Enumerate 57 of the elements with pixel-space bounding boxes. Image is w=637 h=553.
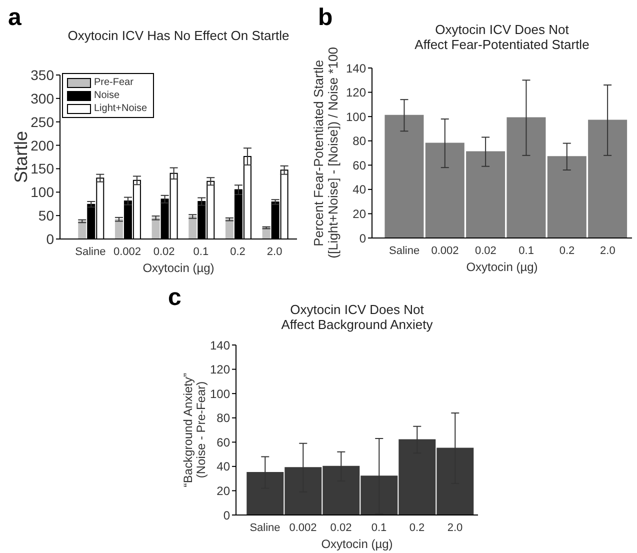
- x-axis-title: Oxytocin (µg): [320, 537, 394, 551]
- y-tick-label: 40: [216, 460, 230, 474]
- text: b: [318, 4, 333, 32]
- y-tick-label: 300: [30, 90, 54, 106]
- y-tick-label: 140: [210, 338, 230, 352]
- chart-title: Oxytocin ICV Does Not Affect Background Anxiety: [280, 302, 434, 332]
- text: a: [8, 4, 22, 32]
- x-tick-label: Saline: [389, 244, 420, 257]
- y-tick-label: 80: [216, 411, 230, 426]
- y-tick-label: 40: [352, 182, 366, 197]
- y-tick-label: 100: [30, 184, 54, 200]
- x-axis-title: Oxytocin (µg): [142, 261, 216, 275]
- y-tick-label: 80: [352, 134, 366, 148]
- y-tick-label: 50: [38, 208, 54, 224]
- y-tick-label: 100: [210, 386, 230, 401]
- x-tick-label: 0.1: [518, 244, 534, 257]
- chart-title: Oxytocin ICV Does Not Affect Fear-Potentiated Startle: [414, 22, 590, 52]
- y-axis-title: Percent Fear-Potentiated Startle ([Light+Noise] - [Noise]) / Noise *100: [311, 47, 341, 259]
- x-tick-label: 0.02: [330, 522, 352, 534]
- text: c: [168, 284, 182, 312]
- chart-title: Oxytocin ICV Has No Effect On Startle: [66, 28, 290, 43]
- x-tick-label: 0.002: [431, 244, 459, 257]
- y-tick-label: 250: [30, 114, 54, 130]
- y-tick-label: 60: [352, 158, 366, 172]
- legend-label: Light+Noise: [94, 103, 148, 114]
- y-tick-label: 0: [46, 230, 54, 247]
- x-tick-label: 0.02: [474, 244, 496, 257]
- x-tick-label: 0.002: [289, 522, 317, 534]
- x-tick-label: 2.0: [447, 522, 463, 534]
- y-tick-label: 150: [30, 160, 54, 177]
- y-tick-label: 120: [346, 86, 366, 100]
- x-tick-label: 0.2: [230, 246, 246, 258]
- x-tick-label: 0.2: [559, 244, 575, 257]
- y-tick-label: 20: [352, 206, 366, 221]
- x-tick-label: 0.02: [153, 246, 175, 258]
- y-axis-title: Startle: [11, 130, 31, 184]
- x-tick-label: 0.1: [193, 246, 209, 258]
- x-tick-label: 2.0: [266, 246, 282, 258]
- x-tick-label: 2.0: [600, 244, 616, 257]
- legend-label: Pre-Fear: [94, 77, 134, 88]
- y-axis-title: “Background Anxiety” (Noise - Pre-Fear): [181, 372, 208, 488]
- x-tick-label: Saline: [250, 522, 280, 534]
- y-tick-label: 350: [30, 66, 54, 83]
- y-tick-label: 120: [210, 362, 230, 377]
- legend-label: Noise: [94, 90, 120, 101]
- x-tick-label: 0.002: [113, 246, 142, 258]
- x-tick-label: Saline: [75, 246, 106, 258]
- y-tick-label: 0: [223, 508, 230, 522]
- x-axis-title: Oxytocin (µg): [465, 260, 539, 274]
- y-tick-label: 100: [346, 110, 366, 124]
- y-tick-label: 20: [216, 484, 230, 498]
- x-tick-label: 0.1: [371, 522, 387, 534]
- y-tick-label: 0: [359, 231, 366, 246]
- x-tick-label: 0.2: [409, 522, 425, 534]
- y-tick-label: 140: [346, 61, 366, 76]
- y-tick-label: 60: [216, 435, 230, 450]
- y-tick-label: 200: [30, 137, 54, 154]
